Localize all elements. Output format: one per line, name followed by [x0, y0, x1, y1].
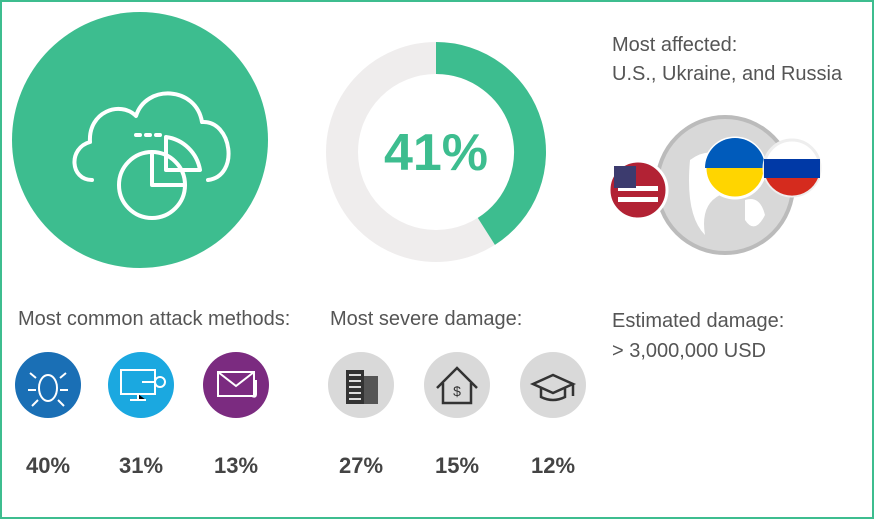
cloud-icon: [12, 12, 268, 268]
percent-label: 12%: [531, 453, 575, 478]
estimated-title: Estimated damage:: [612, 310, 784, 332]
percent-label: 27%: [339, 453, 383, 478]
percent-label: 31%: [119, 453, 163, 478]
severe-damage-title: Most severe damage:: [330, 308, 522, 330]
svg-text:$: $: [453, 383, 461, 399]
percent-label: 15%: [435, 453, 479, 478]
globe-flags: [607, 115, 822, 255]
damage-icons: $: [328, 352, 586, 418]
estimated-text: > 3,000,000 USD: [612, 340, 766, 362]
percent-label: 40%: [26, 453, 70, 478]
affected-title: Most affected:: [612, 34, 737, 56]
affected-text: U.S., Ukraine, and Russia: [612, 63, 843, 85]
donut-arc: [435, 42, 546, 245]
donut-label: 41%: [384, 124, 488, 182]
attack-methods-title: Most common attack methods:: [18, 308, 290, 330]
donut-chart: [326, 42, 546, 262]
attack-icons: [15, 352, 269, 418]
percent-label: 13%: [214, 453, 258, 478]
